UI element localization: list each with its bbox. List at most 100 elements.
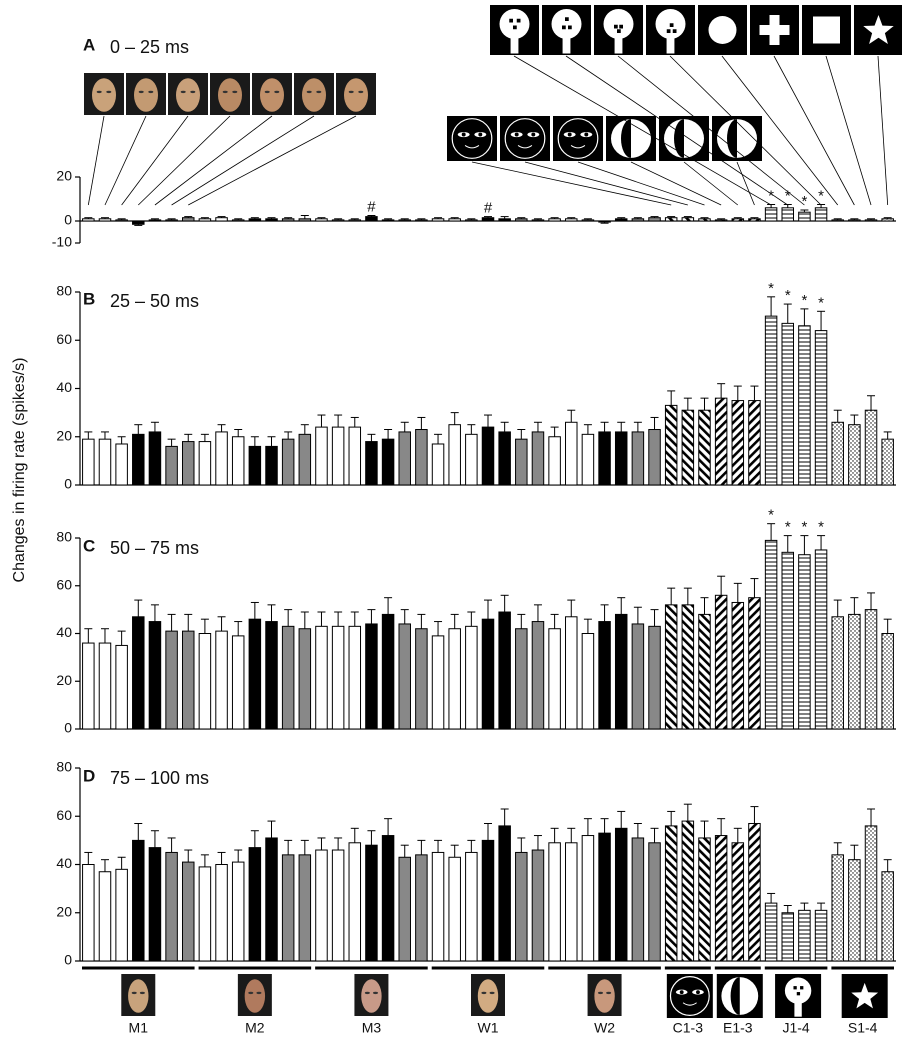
icon-spot: [619, 24, 623, 29]
error-bar: [117, 856, 126, 870]
bar: [565, 616, 578, 730]
photo-eye: [606, 991, 612, 995]
bar: [764, 902, 778, 962]
bar: [764, 315, 778, 486]
error-bar: [484, 822, 492, 841]
y-tick-label: 60: [56, 331, 72, 347]
group-label: C1-3: [673, 1020, 704, 1036]
icon-face: [669, 976, 710, 1016]
icon-circle: [708, 16, 737, 44]
error-bar: [267, 217, 276, 219]
bar: [181, 441, 195, 486]
error-bar: [417, 218, 426, 220]
error-bar: [217, 424, 226, 432]
error-bar: [600, 818, 609, 834]
error-bar: [800, 535, 809, 555]
y-tick-label: 0: [64, 476, 72, 492]
error-bar: [517, 837, 526, 853]
error-bar: [284, 839, 293, 855]
photo-face: [260, 78, 284, 112]
bar: [598, 832, 611, 962]
bar: [465, 625, 478, 730]
bar: [331, 625, 345, 730]
icon-pupil: [567, 132, 572, 137]
error-bar: [767, 523, 776, 541]
error-bar: [367, 609, 376, 624]
icon-square: [813, 16, 840, 44]
error-bar: [350, 416, 359, 428]
connector: [513, 55, 772, 206]
bar: [281, 854, 295, 962]
icon-mouth: [570, 145, 586, 149]
bar: [398, 856, 411, 962]
error-bar: [767, 296, 776, 317]
bar: [98, 218, 112, 222]
icon-stem: [794, 1001, 802, 1017]
bar: [481, 217, 495, 222]
error-bar: [767, 204, 776, 208]
connector: [138, 115, 231, 206]
bar: [548, 842, 561, 962]
error-bar: [334, 611, 343, 627]
icon-spot: [672, 29, 677, 33]
error-bar: [134, 822, 143, 841]
photo-eye: [232, 90, 238, 94]
bar: [181, 861, 195, 962]
error-bar: [167, 438, 176, 447]
error-bar: [184, 849, 193, 863]
bar: [431, 218, 445, 222]
y-tick-label: 20: [56, 672, 72, 688]
error-bar: [284, 609, 293, 627]
panel-title: 25 – 50 ms: [110, 291, 199, 311]
bar: [798, 909, 811, 962]
bar: [198, 441, 212, 486]
bar: [415, 628, 428, 730]
bar: [648, 429, 661, 486]
error-bar: [550, 827, 559, 843]
bar: [82, 218, 95, 222]
error-bar: [867, 808, 876, 826]
error-bar: [700, 397, 709, 411]
connector: [188, 115, 357, 206]
error-bar: [167, 613, 176, 632]
photo-eye: [248, 991, 254, 995]
error-bar: [217, 851, 226, 865]
significance-marker: *: [818, 187, 824, 204]
panel-title: 75 – 100 ms: [110, 768, 209, 788]
bar: [265, 445, 278, 486]
error-bar: [667, 587, 676, 605]
error-bar: [717, 218, 726, 220]
error-bar: [350, 827, 359, 843]
icon-spot: [614, 24, 618, 29]
bar: [748, 597, 761, 730]
error-bar: [733, 385, 742, 401]
significance-marker: *: [818, 294, 824, 311]
y-tick-label: 20: [56, 427, 72, 443]
icon-bg: [447, 116, 497, 161]
bar: [614, 613, 628, 730]
error-bar: [167, 218, 176, 220]
error-bar: [867, 592, 876, 610]
bar: [631, 623, 645, 730]
error-bar: [234, 621, 243, 636]
connector: [736, 161, 755, 206]
error-bar: [317, 414, 326, 428]
icon-spot: [562, 25, 566, 30]
bar: [148, 219, 162, 222]
group-label: J1-4: [782, 1020, 809, 1036]
photo-face: [176, 78, 200, 112]
y-tick-label: 0: [64, 212, 72, 228]
bar: [448, 628, 461, 730]
icon-stem: [510, 36, 519, 54]
error-bar: [567, 599, 576, 617]
error-bar: [700, 820, 709, 838]
bar: [731, 842, 745, 962]
bar: [315, 625, 328, 730]
bar: [248, 847, 262, 962]
bar: [148, 431, 162, 486]
bar: [648, 217, 661, 222]
bar: [165, 445, 178, 486]
error-bar: [733, 827, 742, 843]
icon-pupil: [696, 990, 700, 995]
bar: [298, 433, 312, 486]
